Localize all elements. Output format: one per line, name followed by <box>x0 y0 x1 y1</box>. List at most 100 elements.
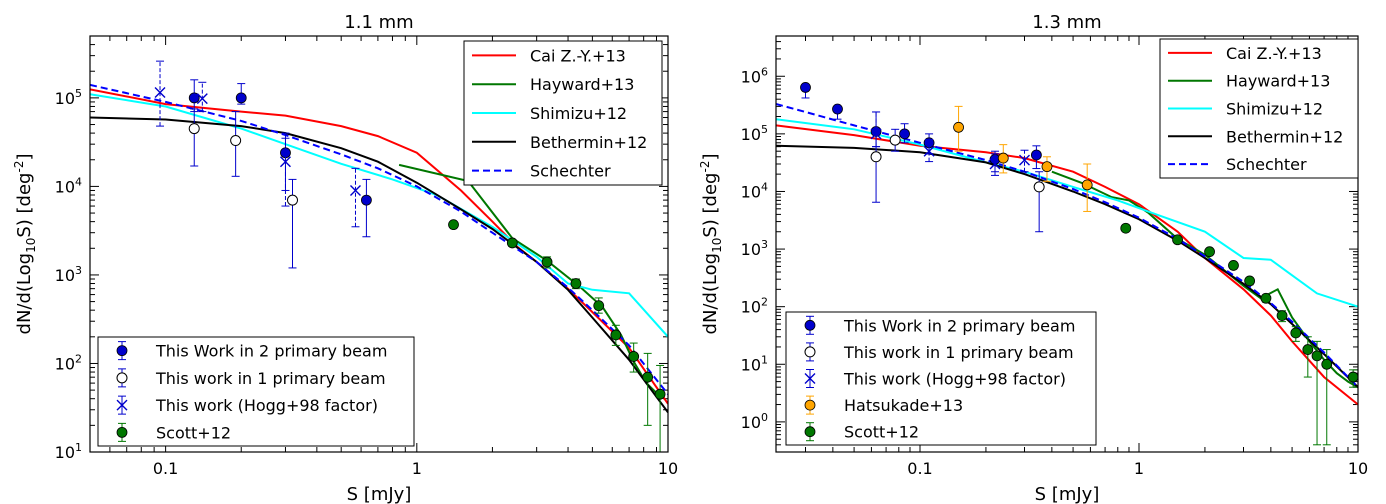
legend-line-label: Schechter <box>530 162 611 181</box>
x-tick-label: 0.1 <box>153 459 178 478</box>
data-point-this-work-hogg-98-factor- <box>196 93 208 105</box>
data-point-this-work-hogg-98-factor- <box>1018 154 1030 166</box>
legend-marker <box>804 346 816 358</box>
legend-line-label: Hayward+13 <box>1226 72 1330 91</box>
x-tick-label: 1 <box>412 459 422 478</box>
data-point-this-work-hogg-98-factor- <box>349 184 361 196</box>
legend-line-label: Hayward+13 <box>530 75 634 94</box>
chart-title: 1.1 mm <box>344 12 413 33</box>
data-point-scott-12 <box>506 237 518 249</box>
data-point-scott-12 <box>628 351 640 362</box>
x-tick-label: 10 <box>658 459 678 478</box>
legend-point-label: This work (Hogg+98 factor) <box>843 370 1066 389</box>
y-tick-label: 103 <box>741 238 768 259</box>
x-axis-label: S [mJy] <box>1035 484 1100 504</box>
data-point-scott-12 <box>654 388 666 400</box>
data-point-scott-12 <box>448 219 459 231</box>
x-tick-label: 0.1 <box>907 459 932 478</box>
data-point-this-work-in-1-primary-beam <box>188 123 200 135</box>
data-point-hatsukade-13 <box>997 152 1009 164</box>
y-tick-label: 101 <box>55 441 82 462</box>
legend-line-label: Shimizu+12 <box>1226 100 1323 119</box>
legend-points-box <box>785 311 1097 446</box>
y-tick-label: 102 <box>55 352 82 373</box>
data-point-this-work-in-2-primary-beam <box>361 194 372 206</box>
data-point-this-work-in-2-primary-beam <box>235 92 247 104</box>
data-point-scott-12 <box>1276 310 1288 321</box>
data-point-this-work-hogg-98-factor- <box>870 128 882 140</box>
data-point-scott-12 <box>1260 292 1272 304</box>
plot-frame <box>89 35 669 453</box>
data-point-scott-12 <box>1204 246 1215 258</box>
data-point-scott-12 <box>1172 234 1183 246</box>
data-point-this-work-in-2-primary-beam <box>899 128 910 140</box>
legend-point-label: This Work in 2 primary beam <box>155 342 387 361</box>
legend-point-label: This work (Hogg+98 factor) <box>155 396 378 415</box>
data-point-this-work-in-1-primary-beam <box>1033 181 1045 193</box>
legend-points-box <box>97 336 415 447</box>
data-point-scott-12 <box>610 329 622 341</box>
x-axis-label: S [mJy] <box>347 484 412 504</box>
data-point-scott-12 <box>642 371 654 383</box>
legend-marker <box>116 345 128 357</box>
data-point-this-work-in-1-primary-beam <box>230 135 242 147</box>
chart-panel-2: 1.3 mm 0.1 1 10 100 101 102 103 104 105 106 S [mJy]… <box>698 12 1368 504</box>
data-point-scott-12 <box>1321 358 1333 370</box>
data-point-scott-12 <box>1302 344 1314 355</box>
data-point-this-work-in-1-primary-beam <box>287 194 299 206</box>
plot-frame <box>775 35 1359 453</box>
data-point-scott-12 <box>541 256 553 268</box>
y-axis-label: dN/d(Log10S) [deg-2] <box>698 154 724 335</box>
y-tick-label: 102 <box>741 296 768 317</box>
y-tick-label: 101 <box>741 353 768 374</box>
legend-points: This Work in 2 primary beam This work in … <box>97 336 415 447</box>
legend-point-label: Hatsukade+13 <box>844 396 963 415</box>
data-point-this-work-in-1-primary-beam <box>870 151 882 163</box>
y-tick-label: 105 <box>55 87 82 108</box>
y-tick-label: 103 <box>55 264 82 285</box>
y-tick-label: 104 <box>741 180 768 201</box>
data-point-this-work-in-2-primary-beam <box>1030 149 1042 161</box>
y-tick-label: 105 <box>741 123 768 144</box>
axis-ticks <box>89 35 669 453</box>
data-point-scott-12 <box>1290 327 1302 339</box>
legend-line-label: Cai Z.-Y.+13 <box>530 46 626 65</box>
data-point-this-work-in-1-primary-beam <box>889 134 901 146</box>
data-point-scott-12 <box>1347 371 1358 383</box>
series-line-hayward-13 <box>398 163 664 400</box>
data-point-scott-12 <box>570 278 582 289</box>
legend-lines: Cai Z.-Y.+13 Hayward+13 Shimizu+12 Bethermi… <box>463 40 663 186</box>
y-tick-label: 100 <box>741 411 768 432</box>
legend-point-label: This work in 1 primary beam <box>155 369 386 388</box>
legend-marker <box>116 372 128 384</box>
legend-marker <box>804 426 816 438</box>
legend-marker <box>116 426 128 438</box>
data-point-this-work-in-2-primary-beam <box>188 92 200 104</box>
data-point-scott-12 <box>1228 260 1239 271</box>
legend-point-label: This Work in 2 primary beam <box>843 316 1075 335</box>
data-point-this-work-hogg-98-factor- <box>154 87 166 99</box>
series-line-bethermin-12 <box>90 116 668 413</box>
chart-panel-1: 1.1 mm 0.1 1 10 101 102 103 104 105 S [mJy] dN/d(L… <box>12 12 678 504</box>
chart-title: 1.3 mm <box>1032 12 1101 33</box>
legend-marker <box>804 319 816 331</box>
y-tick-label: 106 <box>741 65 768 86</box>
x-tick-label: 10 <box>1348 459 1368 478</box>
legend-line-label: Schechter <box>1226 155 1307 174</box>
legend-point-label: This work in 1 primary beam <box>843 343 1074 362</box>
data-point-scott-12 <box>1244 275 1256 287</box>
legend-marker <box>804 373 816 384</box>
legend-points: This Work in 2 primary beam This work in … <box>785 311 1097 446</box>
legend-marker <box>116 399 128 411</box>
legend-line-label: Shimizu+12 <box>530 104 627 123</box>
y-tick-label: 104 <box>55 175 82 196</box>
x-tick-label: 1 <box>1134 459 1144 478</box>
data-point-this-work-hogg-98-factor- <box>279 156 291 168</box>
data-point-this-work-in-2-primary-beam <box>800 82 811 93</box>
data-point-hatsukade-13 <box>953 121 964 133</box>
legend-marker <box>804 399 816 411</box>
data-point-this-work-hogg-98-factor- <box>989 158 1001 170</box>
legend-point-label: Scott+12 <box>844 423 919 442</box>
data-point-hatsukade-13 <box>1041 161 1053 173</box>
